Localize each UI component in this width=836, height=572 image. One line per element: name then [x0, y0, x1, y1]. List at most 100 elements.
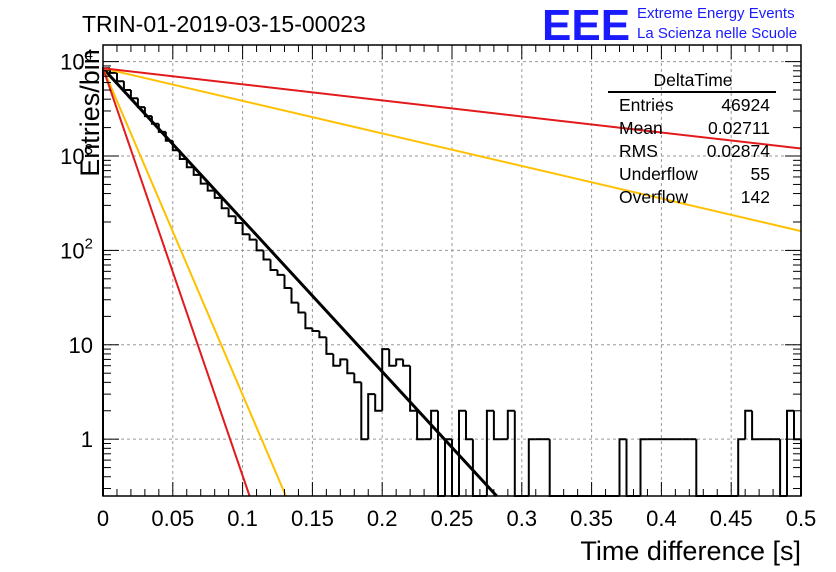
histogram-bin — [269, 259, 278, 271]
stats-label: Mean — [619, 118, 663, 138]
y-tick-label: 10 — [69, 333, 93, 358]
histogram-bin — [129, 90, 138, 100]
stats-box: DeltaTime Entries 46924 Mean 0.02711 RMS 0.02… — [608, 70, 776, 207]
x-tick-label: 0.45 — [710, 506, 753, 531]
stats-value: 0.02874 — [707, 141, 771, 161]
histogram-bin — [297, 302, 306, 314]
histogram-bin — [793, 410, 801, 441]
fit-line — [102, 67, 802, 233]
histogram-bin — [465, 410, 473, 441]
histogram-bin — [409, 365, 418, 412]
histogram-bin — [311, 328, 320, 332]
x-tick-label: 0 — [97, 506, 109, 531]
x-tick-label: 0.1 — [227, 506, 258, 531]
x-tick-label: 0.2 — [367, 506, 398, 531]
stats-value: 142 — [741, 187, 770, 207]
histogram-bin — [332, 353, 341, 367]
tick-labels: 0 0.05 0.1 0.15 0.2 0.25 0.3 0.35 0.4 0.45 0.5 1 10 1… — [60, 47, 816, 531]
histogram-bin — [248, 234, 257, 241]
histogram-bin — [255, 239, 264, 252]
histogram-bin — [416, 410, 425, 441]
histogram-bin — [388, 349, 397, 367]
histogram-bin — [290, 288, 299, 304]
histogram-bin — [695, 439, 704, 497]
y-tick-label: 102 — [60, 235, 93, 263]
histogram-bin — [458, 409, 466, 496]
histogram-bin — [737, 438, 746, 496]
stats-value: 0.02711 — [708, 118, 770, 138]
histogram-bin — [618, 438, 627, 496]
fit-line — [102, 67, 287, 497]
histogram-bin — [437, 410, 445, 497]
y-tick-label: 104 — [60, 47, 93, 75]
x-tick-label: 0.5 — [786, 506, 817, 531]
histogram-bin — [374, 394, 383, 412]
histogram-bin — [346, 359, 355, 375]
stats-label: Entries — [619, 95, 674, 115]
logo-eee: EEE — [542, 1, 630, 50]
histogram-bin — [283, 274, 292, 289]
histogram-bin — [485, 409, 494, 496]
histogram-bin — [744, 409, 753, 440]
histogram-bin — [185, 159, 194, 169]
histogram-bin — [360, 382, 369, 441]
x-tick-label: 0.4 — [646, 506, 677, 531]
histogram-bin — [199, 174, 208, 185]
stats-label: RMS — [619, 141, 658, 161]
histogram-bin — [625, 439, 634, 497]
histogram-bin — [779, 439, 787, 497]
stats-label: Underflow — [619, 164, 698, 184]
fit-line — [101, 67, 498, 498]
histogram-bin — [227, 208, 236, 218]
histogram-bin — [192, 167, 201, 176]
y-axis-title: Entries/bin — [75, 49, 105, 177]
histogram-bin — [367, 393, 376, 440]
x-tick-label: 0.35 — [570, 506, 613, 531]
fit-lines — [101, 67, 802, 498]
grid — [103, 45, 801, 496]
x-tick-label: 0.15 — [291, 506, 334, 531]
stats-value: 55 — [751, 164, 770, 184]
histogram-bin — [262, 250, 271, 261]
axes — [102, 44, 802, 497]
x-tick-label: 0.3 — [507, 506, 538, 531]
y-tick-label: 103 — [60, 141, 93, 169]
histogram-bin — [325, 337, 334, 355]
stats-label: Overflow — [619, 187, 688, 207]
histogram-bin — [241, 223, 250, 236]
histogram-bin — [116, 72, 124, 83]
fit-line — [102, 67, 251, 497]
histogram-bin — [150, 116, 159, 125]
x-tick-label: 0.05 — [151, 506, 194, 531]
histogram-bin — [276, 270, 285, 276]
histogram-bin — [751, 410, 760, 441]
histogram-bin — [353, 373, 362, 384]
histogram-bin — [143, 107, 152, 118]
fit-line — [102, 67, 802, 150]
x-tick-label: 0.25 — [431, 506, 474, 531]
histogram-bin — [122, 81, 131, 91]
logo-line1: Extreme Energy Events — [637, 5, 795, 22]
plot-title: TRIN-01-2019-03-15-00023 — [82, 11, 366, 37]
histogram-bin — [220, 197, 229, 210]
histogram-bin — [471, 439, 480, 497]
histogram-bin — [513, 410, 522, 497]
histogram-bin — [213, 190, 222, 199]
histogram-bin — [548, 439, 557, 497]
histogram-bin — [506, 409, 515, 440]
histogram-bin — [786, 409, 794, 496]
histogram-bin — [206, 183, 215, 192]
stats-value: 46924 — [721, 95, 770, 115]
histogram-bin — [304, 312, 313, 330]
histogram-bin — [339, 358, 348, 366]
logo-line2: La Scienza nelle Scuole — [637, 25, 797, 42]
histogram-bin — [381, 348, 390, 411]
histogram-bin — [527, 438, 536, 496]
histogram-bin — [492, 410, 501, 441]
histogram-bin — [639, 438, 648, 496]
x-axis-title: Time difference [s] — [580, 536, 801, 566]
histogram-bin — [318, 331, 327, 339]
histogram-bin — [430, 409, 438, 440]
histogram-bin — [234, 216, 243, 224]
